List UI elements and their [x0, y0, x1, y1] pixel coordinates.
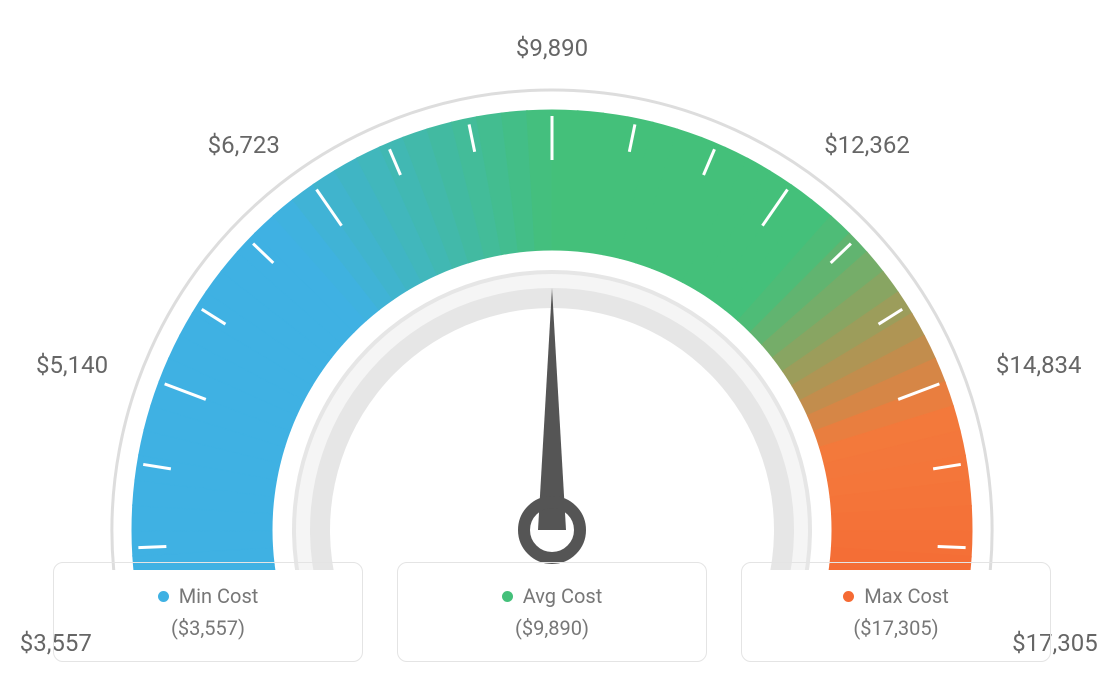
max-cost-card: Max Cost ($17,305) [741, 562, 1051, 662]
gauge-wrap: $3,557$5,140$6,723$9,890$12,362$14,834$1… [22, 30, 1082, 570]
avg-cost-value: ($9,890) [515, 616, 589, 640]
min-cost-card: Min Cost ($3,557) [53, 562, 363, 662]
min-cost-value: ($3,557) [171, 616, 245, 640]
min-cost-title: Min Cost [158, 584, 259, 608]
avg-cost-label: Avg Cost [523, 584, 603, 608]
gauge-chart-container: $3,557$5,140$6,723$9,890$12,362$14,834$1… [0, 0, 1104, 690]
summary-cards: Min Cost ($3,557) Avg Cost ($9,890) Max … [53, 562, 1051, 662]
max-cost-label: Max Cost [864, 584, 949, 608]
max-dot-icon [843, 591, 854, 602]
avg-cost-title: Avg Cost [502, 584, 603, 608]
min-cost-label: Min Cost [179, 584, 259, 608]
gauge-svg [22, 30, 1082, 570]
avg-cost-card: Avg Cost ($9,890) [397, 562, 707, 662]
max-cost-value: ($17,305) [853, 616, 938, 640]
max-cost-title: Max Cost [843, 584, 949, 608]
min-dot-icon [158, 591, 169, 602]
avg-dot-icon [502, 591, 513, 602]
